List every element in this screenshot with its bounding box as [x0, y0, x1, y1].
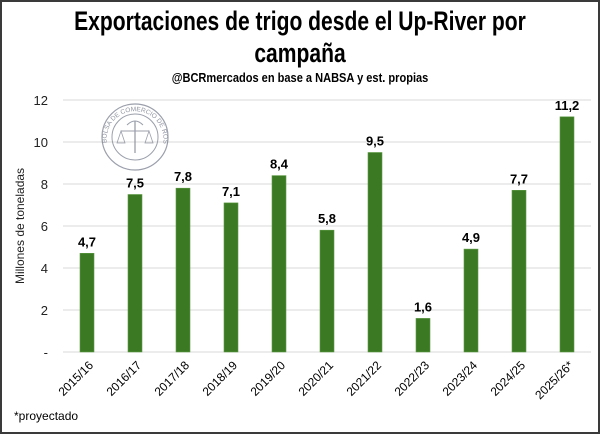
bar — [79, 253, 95, 353]
x-tick-label: 2017/18 — [152, 358, 193, 399]
y-tick-label: 6 — [41, 219, 48, 234]
data-label: 5,8 — [318, 211, 336, 226]
bar — [175, 187, 191, 353]
data-label: 8,4 — [270, 157, 289, 172]
y-tick-label: 12 — [34, 93, 48, 108]
data-label: 9,5 — [366, 134, 384, 149]
y-tick-label: 4 — [41, 261, 48, 276]
x-tick-label: 2015/16 — [56, 358, 97, 399]
y-axis-label: Millones de toneladas — [13, 168, 27, 284]
data-label: 7,8 — [174, 169, 192, 184]
bar — [367, 152, 383, 353]
bcr-seal-watermark: BOLSA DE COMERCIO DE ROSARIO — [101, 103, 169, 171]
data-label: 1,6 — [414, 299, 432, 314]
bar — [127, 194, 143, 353]
bar — [271, 175, 287, 353]
chart-title-line2: campaña — [254, 38, 346, 68]
chart-subtitle: @BCRmercados en base a NABSA y est. prop… — [171, 70, 429, 85]
y-tick-label: 2 — [41, 303, 48, 318]
x-tick-label: 2023/24 — [440, 358, 481, 399]
data-label: 7,7 — [510, 171, 528, 186]
x-tick-label: 2016/17 — [104, 358, 145, 399]
bar — [415, 318, 431, 353]
bar — [319, 229, 335, 353]
data-label: 11,2 — [555, 98, 580, 113]
bar — [559, 116, 575, 353]
x-tick-label: 2020/21 — [296, 358, 337, 399]
x-tick-label: 2018/19 — [200, 358, 241, 399]
bar — [463, 248, 479, 353]
x-tick-label: 2019/20 — [248, 358, 289, 399]
x-tick-label: 2021/22 — [344, 358, 385, 399]
bar — [223, 202, 239, 353]
data-label: 7,1 — [222, 184, 240, 199]
data-label: 4,9 — [462, 230, 480, 245]
data-label: 7,5 — [126, 176, 144, 191]
data-label: 4,7 — [78, 234, 96, 249]
x-tick-label: 2022/23 — [392, 358, 433, 399]
footnote: *proyectado — [14, 409, 79, 423]
bar — [511, 190, 527, 353]
y-tick-label: - — [44, 345, 48, 360]
x-tick-label: 2025/26* — [532, 358, 576, 402]
x-tick-label: 2024/25 — [488, 358, 529, 399]
chart-title-line1: Exportaciones de trigo desde el Up-River… — [74, 6, 526, 36]
y-tick-label: 8 — [41, 177, 48, 192]
y-tick-label: 10 — [34, 135, 48, 150]
